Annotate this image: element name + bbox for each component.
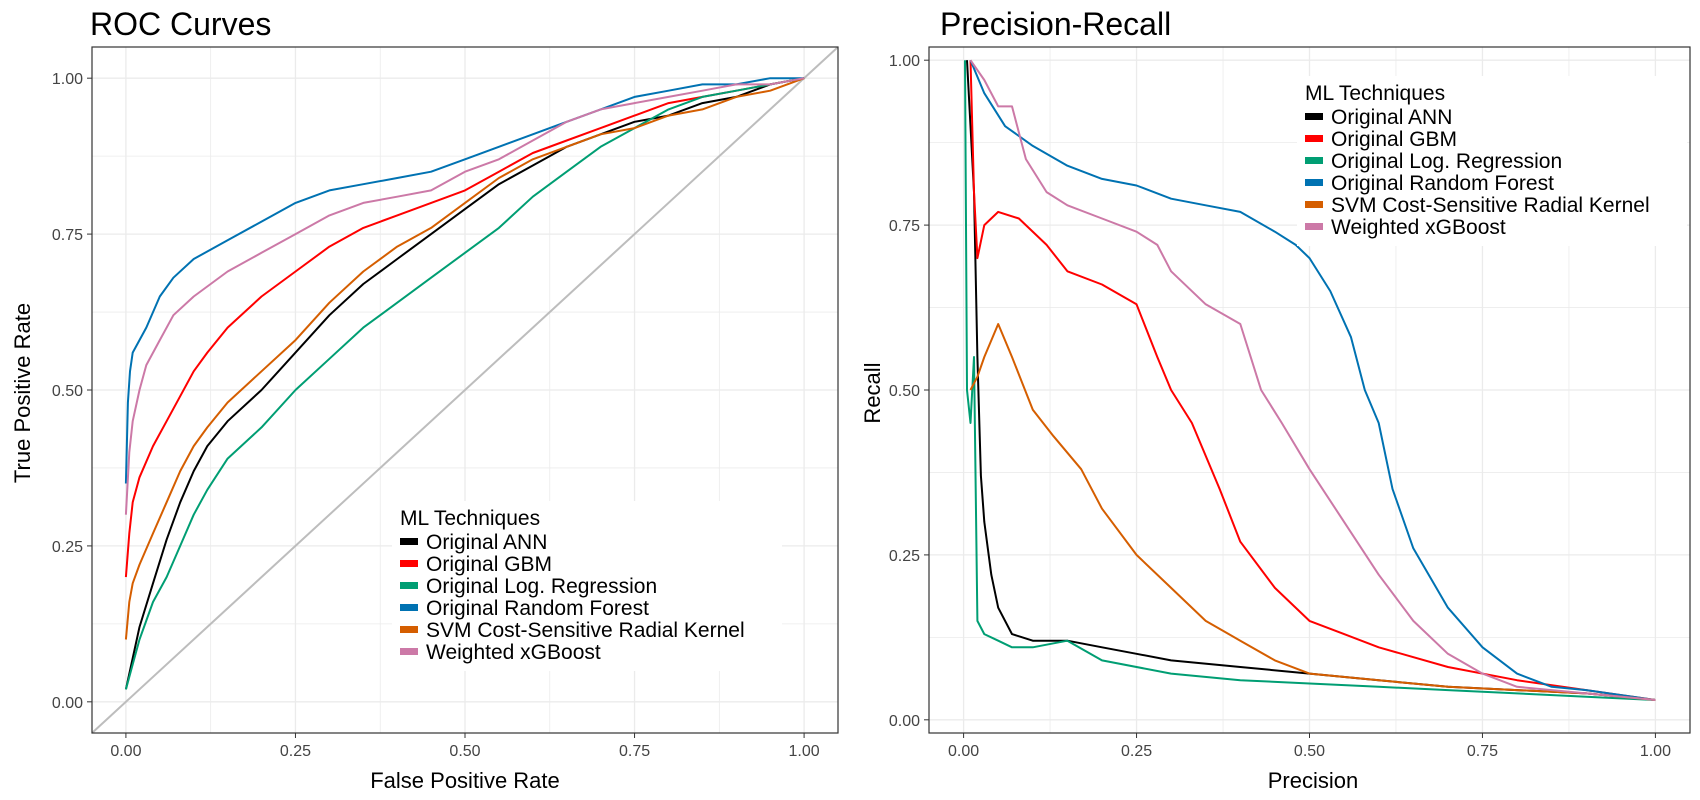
pr-legend-item-xgb: Weighted xGBoost [1331, 216, 1506, 239]
roc-title: ROC Curves [90, 6, 271, 42]
pr-series-rf [969, 59, 1656, 701]
pr-x-tick-label: 0.25 [1121, 743, 1152, 760]
roc-diagonal-line [91, 46, 839, 734]
roc-x-tick-label: 0.00 [110, 743, 141, 760]
roc-x-tick-label: 0.25 [280, 743, 311, 760]
pr-x-tick-label: 0.75 [1467, 743, 1498, 760]
pr-legend-key-rf [1305, 179, 1323, 186]
pr-y-tick-label: 0.25 [889, 548, 920, 565]
pr-series-logreg [964, 60, 1656, 701]
pr-legend-item-logreg: Original Log. Regression [1331, 150, 1562, 173]
roc-legend-item-logreg: Original Log. Regression [426, 575, 657, 598]
roc-x-axis-label: False Positive Rate [370, 768, 560, 793]
pr-series-group [964, 59, 1656, 701]
roc-legend-item-gbm: Original GBM [426, 553, 552, 576]
roc-series-group [124, 77, 805, 690]
pr-legend-key-svm [1305, 201, 1323, 208]
roc-y-axis-label: True Positive Rate [10, 303, 35, 483]
pr-ticks: 0.00 0.25 0.50 0.75 1.00 0.00 0.25 0.50 0.75 1.00 [889, 53, 1671, 760]
roc-series-svm [124, 77, 805, 640]
pr-legend-background [1297, 76, 1687, 246]
roc-legend-key-xgb [400, 648, 418, 655]
pr-legend-key-ann [1305, 113, 1323, 120]
roc-y-tick-label: 1.00 [52, 71, 83, 88]
pr-x-axis-label: Precision [1268, 768, 1358, 793]
pr-y-axis-label: Recall [860, 362, 885, 423]
pr-legend-item-ann: Original ANN [1331, 106, 1452, 129]
pr-x-tick-label: 0.00 [948, 743, 979, 760]
roc-y-tick-label: 0.00 [52, 695, 83, 712]
roc-legend-key-rf [400, 604, 418, 611]
roc-reference-line [91, 46, 839, 734]
roc-legend-item-ann: Original ANN [426, 531, 547, 554]
pr-title: Precision-Recall [940, 6, 1171, 42]
roc-legend-key-ann [400, 538, 418, 545]
pr-legend-item-gbm: Original GBM [1331, 128, 1457, 151]
roc-x-tick-label: 1.00 [789, 743, 820, 760]
pr-y-tick-label: 1.00 [889, 53, 920, 70]
pr-legend-title: ML Techniques [1305, 82, 1445, 105]
roc-series-xgb [124, 77, 805, 515]
roc-x-tick-label: 0.75 [619, 743, 650, 760]
pr-series-xgb [969, 59, 1656, 701]
roc-legend-item-svm: SVM Cost-Sensitive Radial Kernel [426, 619, 745, 642]
roc-legend-background [392, 501, 782, 671]
pr-y-tick-label: 0.00 [889, 713, 920, 730]
pr-y-tick-label: 0.50 [889, 383, 920, 400]
pr-legend-item-rf: Original Random Forest [1331, 172, 1554, 195]
roc-legend-title: ML Techniques [400, 507, 540, 530]
roc-legend-item-rf: Original Random Forest [426, 597, 649, 620]
roc-series-gbm [124, 77, 805, 578]
roc-legend-key-svm [400, 626, 418, 633]
pr-x-tick-label: 1.00 [1640, 743, 1671, 760]
roc-x-tick-label: 0.50 [449, 743, 480, 760]
roc-y-tick-label: 0.25 [52, 539, 83, 556]
pr-legend-key-logreg [1305, 157, 1323, 164]
pr-panel: Precision-Recall 0.00 0.25 0.50 0.75 1.000.0… [860, 6, 1691, 793]
pr-y-tick-label: 0.75 [889, 218, 920, 235]
pr-x-tick-label: 0.50 [1294, 743, 1325, 760]
roc-ticks: 0.00 0.25 0.50 0.75 1.00 0.00 0.25 0.50 0.75 1.00 [52, 71, 820, 760]
roc-legend-item-xgb: Weighted xGBoost [426, 641, 601, 664]
roc-panel: ROC Curves 0.00 0.25 0.50 0.75 1.000.000.250… [10, 6, 839, 793]
pr-legend-key-xgb [1305, 223, 1323, 230]
roc-series-rf [124, 77, 805, 484]
pr-legend-key-gbm [1305, 135, 1323, 142]
roc-y-tick-label: 0.50 [52, 383, 83, 400]
roc-y-tick-label: 0.75 [52, 227, 83, 244]
roc-legend-key-logreg [400, 582, 418, 589]
roc-series-logreg [124, 77, 805, 690]
pr-series-svm [969, 323, 1656, 701]
roc-legend-key-gbm [400, 560, 418, 567]
pr-series-gbm [969, 60, 1656, 701]
pr-legend-item-svm: SVM Cost-Sensitive Radial Kernel [1331, 194, 1650, 217]
